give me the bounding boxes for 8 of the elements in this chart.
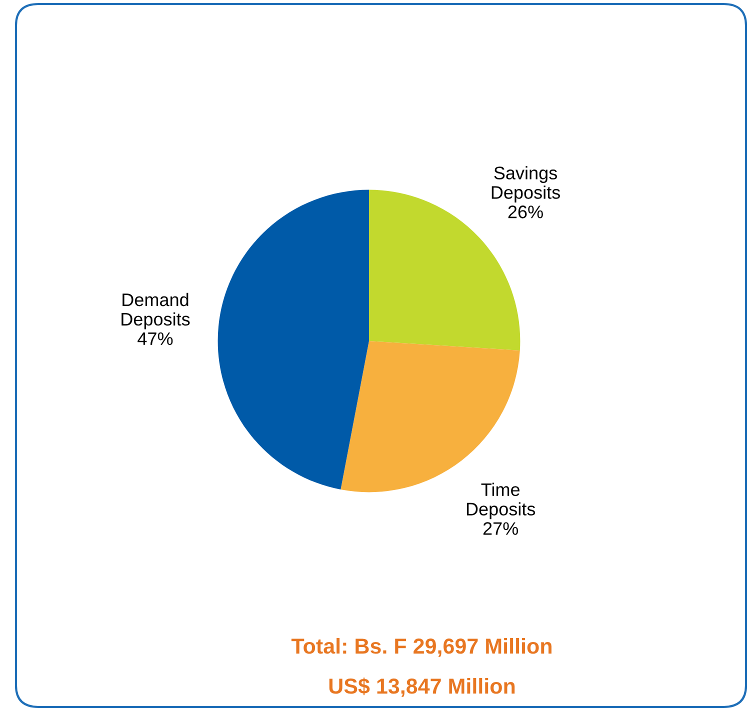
slice-label: Time Deposits	[466, 482, 536, 520]
data-label: 47%	[138, 332, 173, 346]
data-label: 27%	[483, 522, 518, 535]
text: Total: Bs. F 29,697 Million	[291, 638, 552, 657]
slice-label: Demand Deposits	[122, 292, 190, 330]
slice-label: Savings Deposits	[492, 166, 560, 202]
data-label: 26%	[508, 206, 543, 218]
text: US$ 13,847 Million	[329, 678, 515, 697]
